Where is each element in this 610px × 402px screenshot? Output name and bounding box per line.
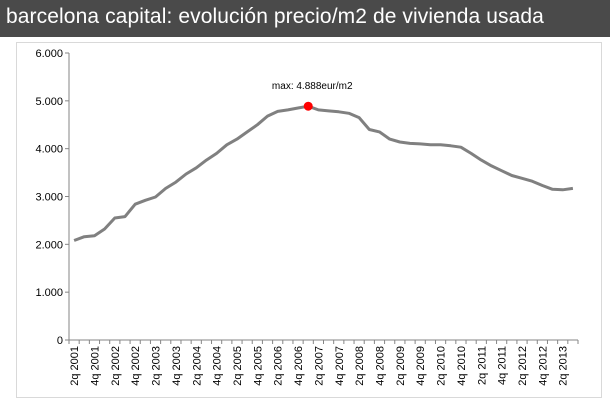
x-tick-label: 4q 2004 — [212, 346, 224, 386]
x-tick-label: 2q 2006 — [273, 346, 285, 386]
max-annotation-label: max: 4.888eur/m2 — [272, 81, 353, 92]
y-tick-label: 4.000 — [35, 144, 63, 156]
x-tick-label: 2q 2011 — [476, 346, 488, 385]
title-bar: barcelona capital: evolución precio/m2 d… — [0, 0, 610, 37]
series-line — [73, 104, 574, 242]
x-axis: 2q 2001 4q 2001 2q 2002 4q 2002 2q 2003 4q 20… — [68, 339, 579, 386]
x-tick-label: 2q 2004 — [191, 346, 203, 386]
x-tick-label: 4q 2005 — [252, 346, 264, 386]
annotations: max: 4.888eur/m2 — [272, 81, 353, 111]
x-tick-label: 2q 2013 — [558, 346, 570, 386]
x-tick-label: 4q 2010 — [456, 346, 468, 386]
x-tick-label: 4q 2007 — [334, 346, 346, 386]
chart-title: barcelona capital: evolución precio/m2 d… — [6, 5, 544, 28]
y-tick-label: 1.000 — [35, 287, 63, 299]
y-tick-label: 5.000 — [35, 96, 63, 108]
x-tick-label: 4q 2011 — [497, 346, 509, 385]
y-tick-label: 3.000 — [35, 192, 63, 204]
x-tick-label: 2q 2003 — [151, 346, 163, 386]
x-tick-label: 4q 2006 — [293, 346, 305, 386]
y-tick-label: 6.000 — [35, 48, 63, 60]
x-tick-label: 4q 2003 — [171, 346, 183, 386]
x-tick-label: 4q 2012 — [537, 346, 549, 386]
x-tick-label: 4q 2002 — [130, 346, 142, 386]
x-tick-label: 2q 2005 — [232, 346, 244, 386]
x-tick-label: 4q 2001 — [89, 346, 101, 386]
y-axis: 0 1.000 2.000 3.000 4.000 5.000 6.000 — [35, 48, 70, 347]
x-tick-label: 4q 2008 — [374, 346, 386, 386]
x-tick-label: 2q 2001 — [69, 346, 81, 386]
y-tick-label: 0 — [57, 335, 63, 347]
x-tick-label: 2q 2009 — [395, 346, 407, 386]
x-tick-label: 2q 2007 — [313, 346, 325, 386]
max-point-marker — [303, 101, 313, 111]
x-tick-label: 2q 2008 — [354, 346, 366, 386]
series — [73, 104, 574, 242]
x-tick-label: 2q 2012 — [517, 346, 529, 386]
x-tick-label: 2q 2002 — [110, 346, 122, 386]
y-tick-label: 2.000 — [35, 239, 63, 251]
x-tick-label: 4q 2009 — [415, 346, 427, 386]
x-tick-label: 2q 2010 — [436, 346, 448, 386]
